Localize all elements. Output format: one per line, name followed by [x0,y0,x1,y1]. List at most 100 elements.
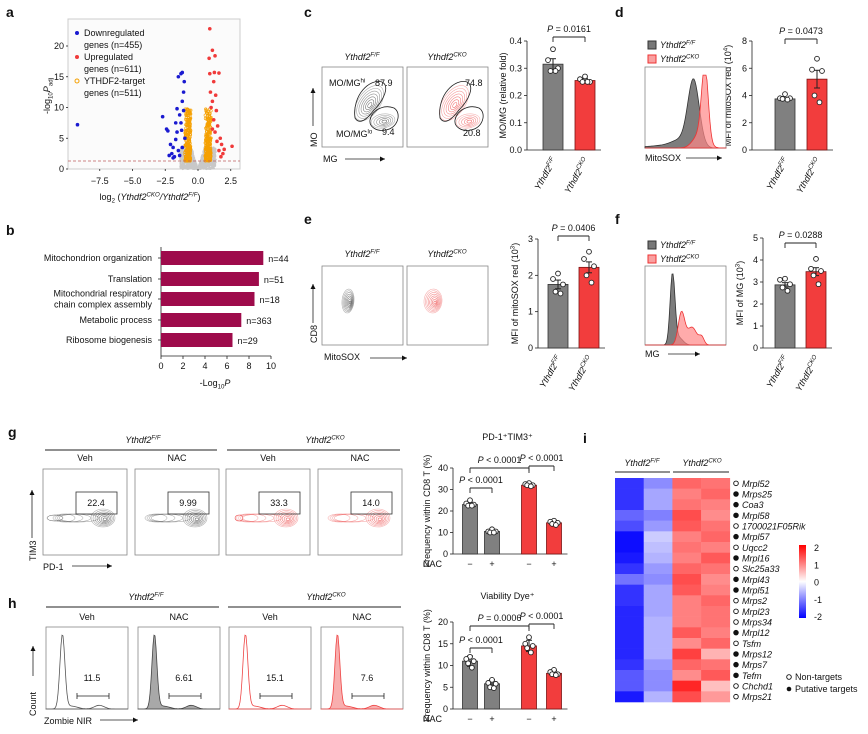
volcano-point-ns [212,149,215,152]
p-value-label: P = 0.0006 [478,613,522,623]
data-point [816,99,823,106]
gate-box [258,491,301,515]
bar [484,531,500,555]
legend-swatch [647,40,657,50]
contour-line [461,116,477,126]
contour-line [144,513,168,523]
gene-label: Tsfm [742,639,762,649]
text-segment: = 0.0161 [553,24,591,34]
genotype-title: Ythdf2F/F [624,457,660,468]
contour-line [463,118,475,125]
text-segment: Ythdf2 [660,240,686,250]
text-segment: Ythdf2 [344,249,370,259]
condition-label: NAC [350,453,370,463]
y-axis-label: -log10Padj [42,78,55,114]
volcano-point-up [208,90,213,94]
histogram-h [45,626,129,710]
heatmap-cell [615,691,644,703]
contour-line [371,513,387,525]
volcano-point-ns [198,163,201,166]
y-axis-label: MFI of MG (103) [734,261,745,325]
data-point [552,288,559,295]
contour-line [285,517,290,521]
volcano-point-target [189,116,193,120]
bar [521,645,537,710]
volcano-point-up [212,70,217,75]
y-axis-label: MFI of mitoSOX red (104) [722,45,733,146]
legend-label: Non-targets [795,672,843,682]
text-segment: = 0.0288 [785,230,823,240]
bar [542,63,564,151]
contour-line [450,99,460,110]
p-value-label: P < 0.0001 [478,455,522,465]
text-segment: lo [368,128,373,135]
heatmap-cell [643,648,673,660]
volcano-point-target [205,123,209,128]
volcano-point-target [183,143,188,147]
panel-letter-b: b [6,222,15,238]
gate-box [167,491,210,515]
contour-line [427,293,440,310]
text-segment: < 0.0001 [484,455,522,465]
histogram-curve [645,310,726,346]
volcano-point-down [166,129,170,133]
gene-label: Mrps25 [742,490,773,500]
genotype-title: Ythdf2F/F [344,248,380,259]
volcano-point-down [173,137,178,142]
contour-line [186,511,205,526]
y-axis-label: Count [28,691,38,716]
heatmap-cell [672,627,702,639]
volcano-point-target [184,145,188,149]
panel-letter-c: c [304,4,312,20]
contour-line [343,292,354,311]
volcano-point-ns [186,164,189,168]
text-segment: P [42,86,52,92]
gene-label: Chchd1 [742,682,773,692]
volcano-point-ns [180,165,183,169]
go-term-bar [161,251,264,265]
heatmap-cell [643,616,673,628]
heatmap-cell [701,563,731,575]
heatmap-cell [672,659,702,671]
y-axis-label: CD8 [309,325,319,343]
contour-line [54,513,84,523]
contour-line [194,517,199,521]
heatmap-cell [643,488,673,500]
x-tick-label: −2.5 [156,176,174,186]
contour-line [365,99,375,110]
volcano-point-down [179,128,184,133]
data-point [811,92,818,99]
heatmap-cell [643,563,673,575]
heatmap-cell [701,552,731,564]
text-segment: CKO [579,353,592,368]
chart-title: Viability Dye⁺ [480,591,534,601]
volcano-point-target [205,158,209,163]
heatmap-cell [701,648,731,660]
y-tick-label: 15 [438,639,448,649]
go-term-label: Mitochondrion organization [44,253,152,263]
data-point [560,281,566,288]
volcano-point-down [173,121,178,125]
condition-label: Veh [79,612,95,622]
gene-label: Mrpl12 [742,628,770,638]
volcano-point-up [215,139,219,144]
contour-line [377,517,382,521]
text-segment: -log [42,99,52,114]
legend-label: genes (n=511) [84,88,142,98]
contour-line [356,87,382,119]
gate-value: 6.61 [175,673,193,683]
text-segment: MO/MG [336,129,368,139]
x-tick-label: 6 [224,361,229,371]
contour-line [432,299,438,306]
gene-count-label: n=18 [260,295,280,305]
gene-count-label: n=51 [264,275,284,285]
arrowhead-icon [695,351,700,357]
heatmap-cell [701,488,731,500]
histogram-curve [45,634,128,710]
non-target-marker [733,544,739,551]
volcano-point-ns [192,161,195,164]
volcano-point-target [185,107,189,112]
heatmap-cell [701,584,731,596]
go-term-label: Metabolic process [79,315,152,325]
